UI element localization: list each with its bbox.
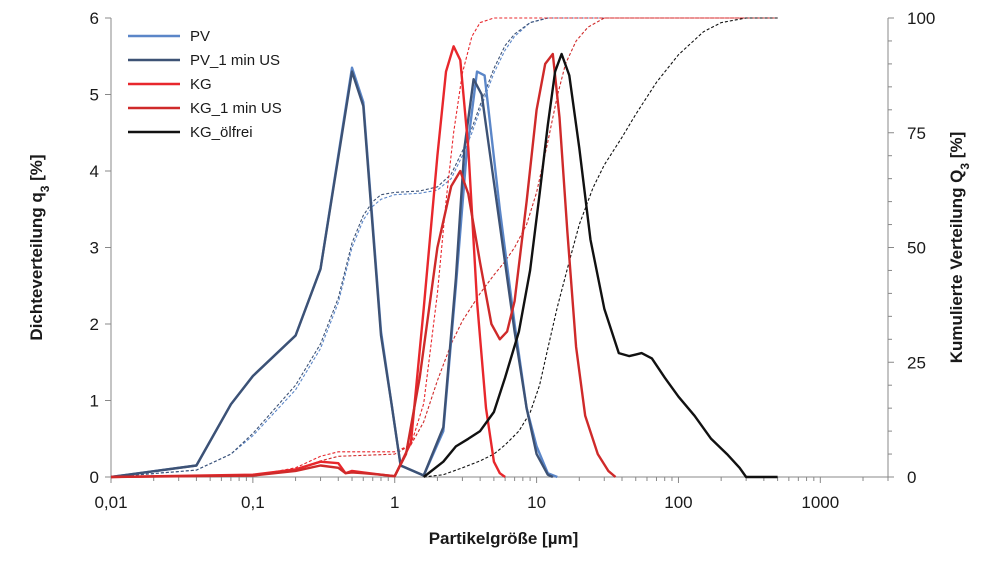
legend-label: KG: [190, 76, 212, 93]
x-tick-label: 10: [527, 493, 546, 512]
y-left-tick-label: 2: [90, 315, 99, 334]
x-axis-title: Partikelgröße [µm]: [429, 529, 579, 548]
y-left-tick-label: 6: [90, 9, 99, 28]
legend-label: KG_1 min US: [190, 100, 282, 117]
y-axis-left-title: Dichteverteilung q3 [%]: [27, 154, 52, 340]
legend: PV PV_1 min US KG KG_1 min US KG_ölfrei: [128, 28, 282, 141]
density-curve: [110, 45, 506, 479]
density-curve: [422, 52, 778, 479]
cumulative-curve: [110, 17, 778, 478]
y-right-tick-label: 50: [907, 239, 926, 258]
x-tick-label: 0,01: [94, 493, 127, 512]
y-left-tick-label: 3: [90, 239, 99, 258]
y-right-tick-label: 75: [907, 124, 926, 143]
y-right-tick-label: 25: [907, 353, 926, 372]
axes: 0 1 2 3 4 5 6 0 25 50 75 100 0,01 0,1 1 10 100 1000: [90, 9, 936, 512]
y-left-tick-label: 4: [90, 162, 99, 181]
density-curve: [110, 52, 617, 479]
legend-label: PV_1 min US: [190, 52, 280, 69]
y-left-tick-label: 1: [90, 392, 99, 411]
x-tick-label: 0,1: [241, 493, 265, 512]
x-tick-label: 1: [390, 493, 399, 512]
y-axis-right-title: Kumulierte Verteilung Q3 [%]: [947, 132, 972, 364]
y-left-tick-label: 5: [90, 86, 99, 105]
y-right-tick-label: 0: [907, 468, 916, 487]
legend-label: PV: [190, 28, 210, 45]
y-right-tick-label: 100: [907, 9, 935, 28]
x-tick-label: 100: [664, 493, 692, 512]
x-tick-label: 1000: [801, 493, 839, 512]
axis-labels: Partikelgröße [µm] Dichteverteilung q3 [%…: [27, 132, 972, 548]
series-layer: [110, 17, 778, 479]
y-left-tick-label: 0: [90, 468, 99, 487]
legend-label: KG_ölfrei: [190, 124, 253, 141]
